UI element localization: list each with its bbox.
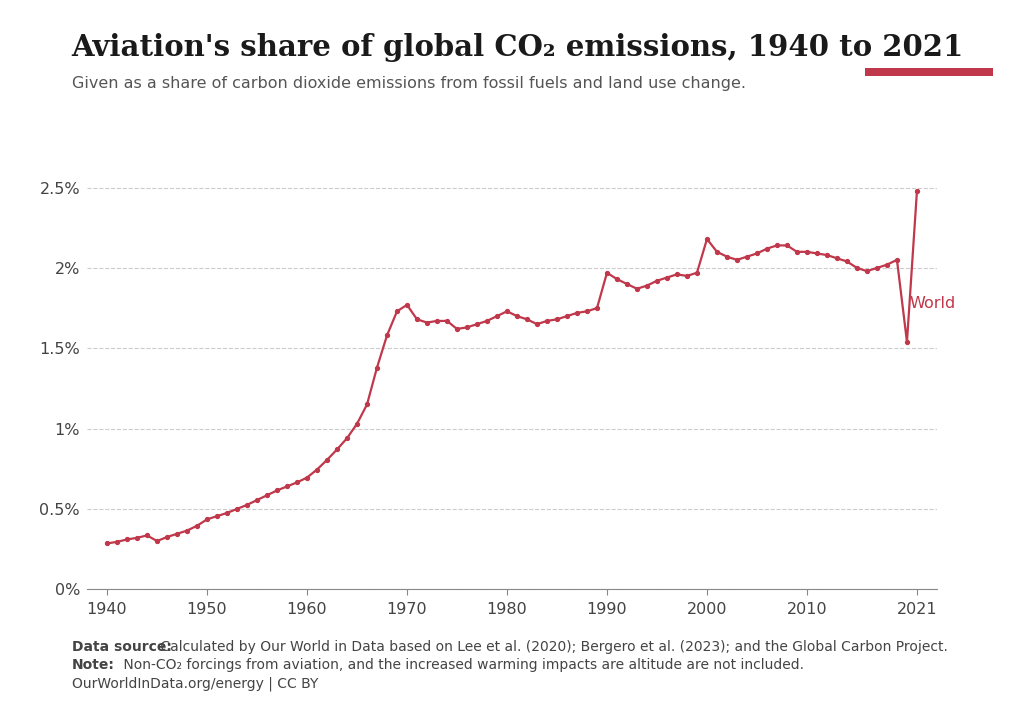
Text: Data source:: Data source: xyxy=(72,640,172,654)
Text: in Data: in Data xyxy=(902,48,956,61)
Text: Non-CO₂ forcings from aviation, and the increased warming impacts are altitude a: Non-CO₂ forcings from aviation, and the … xyxy=(119,658,804,672)
Text: Note:: Note: xyxy=(72,658,115,672)
Bar xyxy=(865,68,993,76)
Text: World: World xyxy=(910,296,956,311)
Text: Calculated by Our World in Data based on Lee et al. (2020); Bergero et al. (2023: Calculated by Our World in Data based on… xyxy=(156,640,947,654)
Text: Given as a share of carbon dioxide emissions from fossil fuels and land use chan: Given as a share of carbon dioxide emiss… xyxy=(72,76,745,91)
Text: Aviation's share of global CO₂ emissions, 1940 to 2021: Aviation's share of global CO₂ emissions… xyxy=(72,33,964,61)
Text: OurWorldInData.org/energy | CC BY: OurWorldInData.org/energy | CC BY xyxy=(72,676,318,690)
Text: Our World: Our World xyxy=(891,29,968,42)
